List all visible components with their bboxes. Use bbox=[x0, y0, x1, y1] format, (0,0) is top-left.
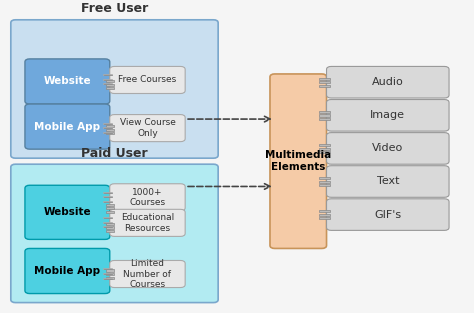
Bar bbox=[106, 223, 115, 225]
Text: Text: Text bbox=[376, 177, 399, 187]
Bar bbox=[319, 177, 330, 179]
Bar bbox=[319, 85, 330, 87]
Text: Image: Image bbox=[370, 110, 405, 120]
Bar bbox=[106, 269, 115, 272]
FancyBboxPatch shape bbox=[327, 166, 449, 197]
Bar bbox=[106, 277, 115, 279]
FancyBboxPatch shape bbox=[25, 185, 110, 239]
FancyBboxPatch shape bbox=[110, 184, 185, 211]
Bar bbox=[106, 273, 115, 275]
Bar bbox=[106, 84, 115, 86]
FancyBboxPatch shape bbox=[25, 249, 110, 294]
Bar bbox=[106, 211, 115, 213]
Bar bbox=[319, 184, 330, 186]
Text: Mobile App: Mobile App bbox=[34, 121, 100, 131]
Bar bbox=[319, 118, 330, 120]
Bar bbox=[106, 80, 115, 82]
Bar bbox=[319, 78, 330, 80]
Text: GIF's: GIF's bbox=[374, 210, 401, 220]
FancyBboxPatch shape bbox=[110, 209, 185, 236]
FancyBboxPatch shape bbox=[110, 115, 185, 142]
FancyBboxPatch shape bbox=[327, 100, 449, 131]
Bar bbox=[319, 147, 330, 150]
Bar bbox=[319, 214, 330, 216]
Text: Multimedia
Elements: Multimedia Elements bbox=[265, 150, 331, 172]
FancyBboxPatch shape bbox=[11, 20, 218, 158]
Bar bbox=[106, 227, 115, 228]
FancyBboxPatch shape bbox=[11, 164, 218, 303]
FancyBboxPatch shape bbox=[25, 104, 110, 149]
Bar bbox=[319, 115, 330, 116]
Text: View Course
Only: View Course Only bbox=[119, 118, 175, 138]
FancyBboxPatch shape bbox=[327, 133, 449, 164]
Text: Website: Website bbox=[44, 207, 91, 217]
Bar bbox=[319, 210, 330, 212]
Text: Free User: Free User bbox=[81, 2, 148, 15]
Text: Paid User: Paid User bbox=[81, 147, 148, 160]
Bar bbox=[106, 204, 115, 206]
Text: Limited
Number of
Courses: Limited Number of Courses bbox=[123, 259, 172, 289]
Text: Audio: Audio bbox=[372, 77, 404, 87]
FancyBboxPatch shape bbox=[327, 199, 449, 230]
Bar bbox=[319, 81, 330, 84]
Text: Website: Website bbox=[44, 76, 91, 86]
Text: Mobile App: Mobile App bbox=[34, 266, 100, 276]
FancyBboxPatch shape bbox=[25, 59, 110, 104]
Bar bbox=[106, 129, 115, 131]
Bar bbox=[319, 144, 330, 146]
Bar bbox=[319, 111, 330, 113]
Text: Free Courses: Free Courses bbox=[118, 75, 177, 85]
Text: Video: Video bbox=[372, 143, 403, 153]
FancyBboxPatch shape bbox=[110, 260, 185, 288]
FancyBboxPatch shape bbox=[110, 66, 185, 94]
FancyBboxPatch shape bbox=[270, 74, 327, 249]
Bar bbox=[319, 151, 330, 153]
Bar bbox=[106, 87, 115, 89]
Bar bbox=[319, 181, 330, 183]
Text: Educational
Resources: Educational Resources bbox=[121, 213, 174, 233]
Bar bbox=[106, 125, 115, 127]
Bar bbox=[106, 132, 115, 134]
Bar bbox=[106, 230, 115, 232]
Text: 1000+
Courses: 1000+ Courses bbox=[129, 187, 165, 207]
Bar bbox=[106, 207, 115, 209]
FancyBboxPatch shape bbox=[327, 66, 449, 98]
Bar bbox=[319, 217, 330, 219]
